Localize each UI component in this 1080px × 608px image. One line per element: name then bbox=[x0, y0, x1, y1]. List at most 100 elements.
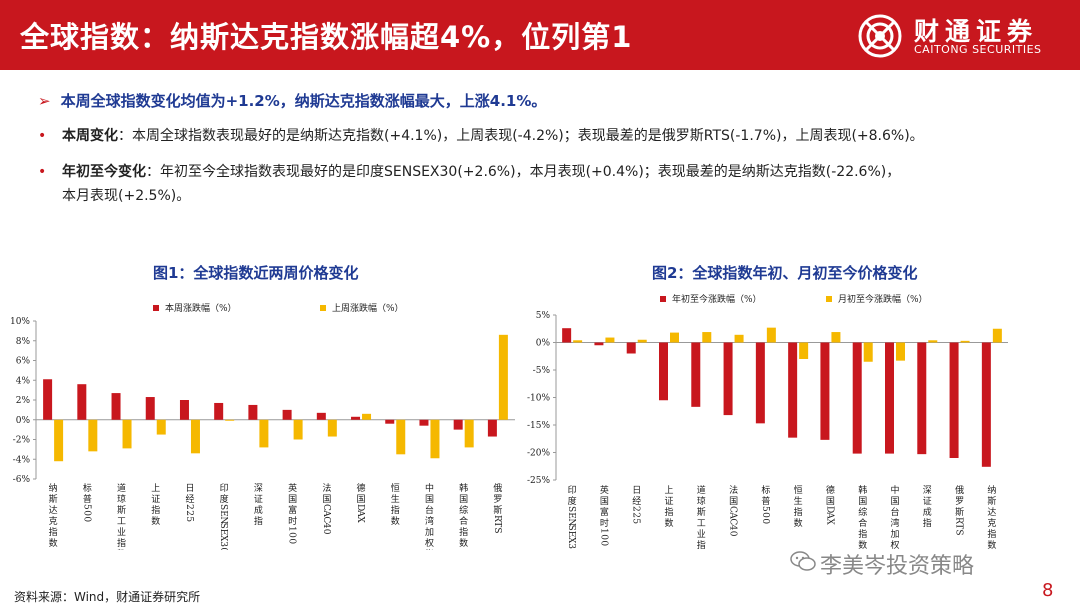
svg-text:X: X bbox=[566, 537, 576, 544]
svg-text:加: 加 bbox=[890, 529, 899, 540]
svg-text:数: 数 bbox=[391, 515, 400, 527]
legend-swatch bbox=[153, 305, 159, 311]
svg-text:2: 2 bbox=[184, 504, 194, 510]
bar-series1 bbox=[594, 342, 604, 346]
svg-text:标: 标 bbox=[83, 482, 92, 494]
bar-series2 bbox=[396, 419, 406, 455]
svg-text:0: 0 bbox=[598, 540, 608, 546]
svg-text:标: 标 bbox=[761, 484, 770, 496]
svg-text:N: N bbox=[218, 516, 228, 524]
svg-text:S: S bbox=[492, 527, 502, 533]
svg-text:纳: 纳 bbox=[987, 484, 996, 496]
svg-text:0: 0 bbox=[760, 518, 770, 524]
bar-series1 bbox=[487, 419, 497, 437]
svg-text:深: 深 bbox=[254, 483, 263, 494]
svg-text:合: 合 bbox=[858, 517, 867, 529]
svg-text:数: 数 bbox=[987, 539, 996, 550]
y-tick-label: -5% bbox=[533, 366, 551, 376]
watermark: 李美岑投资策略 bbox=[820, 554, 975, 579]
svg-text:业: 业 bbox=[117, 527, 126, 538]
svg-text:D: D bbox=[824, 506, 834, 513]
bar-series2 bbox=[464, 419, 474, 448]
svg-text:斯: 斯 bbox=[493, 504, 502, 516]
bullet-text: ：本周全球指数表现最好的是纳斯达克指数(+4.1%)，上周表现(-4.2%)；表… bbox=[118, 128, 924, 144]
svg-text:度: 度 bbox=[568, 495, 577, 507]
svg-text:S: S bbox=[954, 529, 964, 535]
bar-series2 bbox=[960, 340, 970, 343]
svg-text:深: 深 bbox=[923, 485, 932, 496]
svg-text:国: 国 bbox=[890, 496, 899, 507]
legend-label: 年初至今涨跌幅（%） bbox=[672, 293, 762, 305]
bar-series1 bbox=[385, 419, 395, 424]
bar-series2 bbox=[605, 337, 615, 343]
svg-text:4: 4 bbox=[728, 525, 738, 531]
svg-text:度: 度 bbox=[220, 493, 229, 505]
svg-text:A: A bbox=[824, 511, 834, 519]
svg-text:工: 工 bbox=[697, 519, 706, 529]
summary-text: 本周全球指数变化均值为+1.2%，纳斯达克指数涨幅最大，上涨4.1%。 bbox=[60, 92, 547, 110]
svg-text:数: 数 bbox=[151, 515, 160, 527]
y-tick-label: -6% bbox=[13, 475, 31, 485]
svg-text:权: 权 bbox=[890, 539, 899, 550]
svg-text:0: 0 bbox=[598, 534, 608, 540]
svg-text:生: 生 bbox=[794, 495, 803, 507]
svg-text:数: 数 bbox=[459, 537, 468, 549]
svg-text:上: 上 bbox=[151, 483, 160, 494]
bar-series2 bbox=[734, 334, 744, 343]
svg-text:普: 普 bbox=[83, 493, 92, 505]
svg-text:琼: 琼 bbox=[697, 495, 706, 507]
arrow-bullet-icon: ➢ bbox=[38, 92, 51, 110]
bar-series2 bbox=[702, 332, 712, 343]
summary-line: ➢ 本周全球指数变化均值为+1.2%，纳斯达克指数涨幅最大，上涨4.1%。 bbox=[38, 90, 546, 111]
chart1-title: 图1：全球指数近两周价格变化 bbox=[153, 264, 359, 282]
y-tick-label: -25% bbox=[527, 476, 550, 486]
svg-text:0: 0 bbox=[287, 532, 297, 538]
bar-series2 bbox=[362, 413, 372, 420]
bar-series1 bbox=[214, 402, 224, 420]
y-tick-label: 8% bbox=[16, 337, 31, 347]
svg-text:湾: 湾 bbox=[425, 515, 434, 527]
x-tick-label: 中国台湾加权指数 bbox=[890, 484, 899, 550]
bar-series1 bbox=[885, 342, 894, 454]
bar-series2 bbox=[766, 327, 776, 343]
svg-text:俄: 俄 bbox=[955, 484, 964, 496]
svg-text:恒: 恒 bbox=[794, 484, 803, 496]
bar-series1 bbox=[77, 384, 87, 420]
svg-text:克: 克 bbox=[49, 516, 58, 527]
svg-text:C: C bbox=[321, 504, 331, 511]
bar-series2 bbox=[259, 419, 269, 448]
bar-series1 bbox=[282, 409, 292, 420]
legend-label: 本周涨跌幅（%） bbox=[165, 302, 237, 314]
svg-text:S: S bbox=[566, 506, 576, 512]
x-tick-label: 纳斯达克指数 bbox=[49, 482, 58, 549]
legend-swatch bbox=[826, 296, 832, 302]
svg-text:S: S bbox=[218, 504, 228, 510]
y-tick-label: 0% bbox=[536, 339, 551, 349]
svg-text:道: 道 bbox=[697, 484, 706, 496]
bar-series2 bbox=[831, 332, 841, 343]
bar-series1 bbox=[419, 419, 429, 426]
y-tick-label: -20% bbox=[527, 449, 550, 459]
bar-series2 bbox=[637, 339, 647, 343]
svg-text:0: 0 bbox=[287, 538, 297, 544]
bar-series2 bbox=[225, 419, 235, 421]
svg-text:证: 证 bbox=[664, 496, 673, 507]
y-tick-label: 0% bbox=[16, 416, 31, 426]
bar-series2 bbox=[670, 332, 679, 343]
svg-text:达: 达 bbox=[49, 504, 58, 516]
svg-text:国: 国 bbox=[826, 496, 835, 507]
x-tick-label: 中国台湾加权指数 bbox=[425, 482, 434, 550]
y-tick-label: -10% bbox=[527, 394, 550, 404]
svg-text:成: 成 bbox=[923, 506, 932, 518]
x-tick-label: 俄罗斯RTS bbox=[954, 484, 965, 536]
svg-text:5: 5 bbox=[184, 516, 194, 522]
svg-text:琼: 琼 bbox=[117, 493, 126, 505]
bar-series1 bbox=[659, 342, 668, 401]
svg-text:指: 指 bbox=[117, 537, 126, 549]
bar-series2 bbox=[863, 342, 873, 362]
svg-text:0: 0 bbox=[81, 516, 91, 522]
svg-text:法: 法 bbox=[322, 482, 331, 494]
